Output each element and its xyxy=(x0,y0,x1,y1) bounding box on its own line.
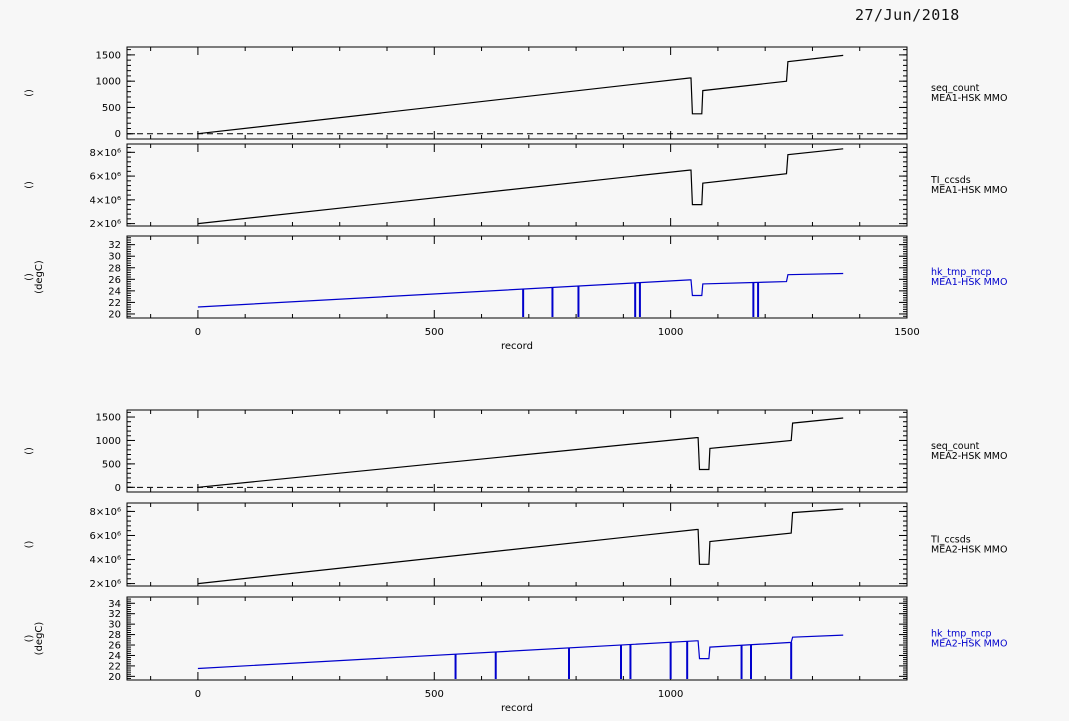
y-tick-label: 26 xyxy=(108,641,121,652)
y-axis-unit-label: (degC) xyxy=(34,622,45,656)
panel-frame xyxy=(126,596,908,681)
y-tick-label: 24 xyxy=(108,651,121,662)
y-tick-label: 20 xyxy=(108,309,121,320)
x-axis-label: record xyxy=(501,703,533,714)
y-tick-label: 22 xyxy=(108,661,121,672)
y-axis-label: () xyxy=(24,541,35,549)
y-axis-label: () xyxy=(24,635,35,643)
y-axis-label: () xyxy=(24,181,35,189)
series-source-label: MEA2-HSK MMO xyxy=(931,451,1007,462)
series-line xyxy=(197,508,844,585)
y-tick-label: 30 xyxy=(108,252,121,263)
series-source-label: MEA2-HSK MMO xyxy=(931,639,1007,650)
y-axis-label: () xyxy=(24,89,35,97)
x-tick-label: 1500 xyxy=(894,327,919,338)
y-tick-label: 32 xyxy=(108,609,121,620)
series-source-label: MEA1-HSK MMO xyxy=(931,277,1007,288)
y-tick-label: 20 xyxy=(108,672,121,683)
series-name-label: TI_ccsds xyxy=(930,175,971,186)
y-tick-label: 2×10⁶ xyxy=(90,579,121,590)
y-tick-label: 1000 xyxy=(96,77,121,88)
y-tick-label: 1000 xyxy=(96,436,121,447)
y-tick-label: 0 xyxy=(115,483,121,494)
x-tick-label: 1000 xyxy=(658,327,683,338)
y-tick-label: 24 xyxy=(108,286,121,297)
series-source-label: MEA1-HSK MMO xyxy=(931,93,1007,104)
y-tick-label: 8×10⁶ xyxy=(90,148,121,159)
y-tick-label: 0 xyxy=(115,129,121,140)
y-tick-label: 500 xyxy=(102,459,121,470)
y-tick-label: 8×10⁶ xyxy=(90,507,121,518)
series-line xyxy=(197,272,844,308)
x-tick-label: 500 xyxy=(425,327,444,338)
x-tick-label: 0 xyxy=(195,689,201,700)
y-axis-label: () xyxy=(24,273,35,281)
y-tick-label: 4×10⁶ xyxy=(90,195,121,206)
y-tick-label: 1500 xyxy=(96,50,121,61)
series-name-label: seq_count xyxy=(931,83,980,94)
x-tick-label: 0 xyxy=(195,327,201,338)
y-tick-label: 28 xyxy=(108,630,121,641)
panel-frame xyxy=(126,143,908,227)
series-line xyxy=(197,417,844,488)
y-tick-label: 32 xyxy=(108,240,121,251)
series-name-label: hk_tmp_mcp xyxy=(931,629,992,640)
series-source-label: MEA2-HSK MMO xyxy=(931,545,1007,556)
panel-frame xyxy=(126,46,908,140)
y-tick-label: 6×10⁶ xyxy=(90,531,121,542)
series-name-label: hk_tmp_mcp xyxy=(931,267,992,278)
series-name-label: TI_ccsds xyxy=(930,535,971,546)
x-tick-label: 1000 xyxy=(658,689,683,700)
y-axis-unit-label: (degC) xyxy=(34,260,45,294)
y-tick-label: 34 xyxy=(108,599,121,610)
y-tick-label: 28 xyxy=(108,263,121,274)
y-tick-label: 2×10⁶ xyxy=(90,219,121,230)
panel-frame xyxy=(126,409,908,493)
x-axis-label: record xyxy=(501,341,533,352)
y-tick-label: 1500 xyxy=(96,413,121,424)
y-axis-label: () xyxy=(24,447,35,455)
y-tick-label: 6×10⁶ xyxy=(90,172,121,183)
series-line xyxy=(197,54,844,135)
date-label: 27/Jun/2018 xyxy=(855,6,960,24)
panel-frame xyxy=(126,502,908,587)
series-line xyxy=(197,634,844,670)
y-tick-label: 22 xyxy=(108,298,121,309)
series-source-label: MEA1-HSK MMO xyxy=(931,185,1007,196)
series-name-label: seq_count xyxy=(931,441,980,452)
y-tick-label: 26 xyxy=(108,275,121,286)
x-tick-label: 500 xyxy=(425,689,444,700)
series-line xyxy=(197,148,844,225)
y-tick-label: 500 xyxy=(102,103,121,114)
y-tick-label: 30 xyxy=(108,620,121,631)
y-tick-label: 4×10⁶ xyxy=(90,555,121,566)
panel-frame xyxy=(126,235,908,319)
